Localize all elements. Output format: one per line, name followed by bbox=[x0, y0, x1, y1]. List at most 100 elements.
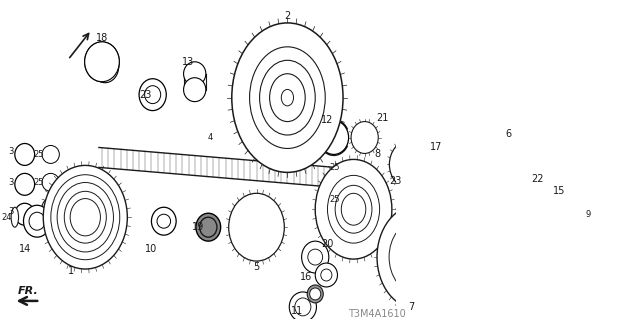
Ellipse shape bbox=[228, 193, 284, 261]
Ellipse shape bbox=[527, 207, 532, 213]
Text: 16: 16 bbox=[300, 272, 313, 282]
Ellipse shape bbox=[70, 199, 100, 236]
Ellipse shape bbox=[335, 192, 351, 210]
Text: 20: 20 bbox=[321, 239, 334, 249]
Ellipse shape bbox=[321, 269, 332, 281]
Ellipse shape bbox=[51, 175, 120, 260]
Ellipse shape bbox=[295, 298, 311, 316]
Ellipse shape bbox=[157, 214, 171, 228]
Ellipse shape bbox=[497, 189, 532, 229]
Ellipse shape bbox=[260, 60, 316, 135]
Ellipse shape bbox=[289, 292, 316, 320]
Text: 9: 9 bbox=[586, 210, 591, 219]
Ellipse shape bbox=[568, 218, 591, 244]
Ellipse shape bbox=[335, 185, 372, 233]
Ellipse shape bbox=[15, 173, 35, 195]
Ellipse shape bbox=[436, 150, 500, 233]
Ellipse shape bbox=[44, 165, 127, 269]
Ellipse shape bbox=[232, 23, 343, 172]
Ellipse shape bbox=[282, 89, 294, 106]
Text: 13: 13 bbox=[182, 57, 195, 67]
Ellipse shape bbox=[351, 122, 378, 154]
Ellipse shape bbox=[486, 173, 542, 245]
Text: 25: 25 bbox=[330, 163, 340, 172]
Text: FR.: FR. bbox=[17, 286, 38, 296]
Ellipse shape bbox=[534, 196, 540, 202]
Ellipse shape bbox=[406, 189, 419, 203]
Ellipse shape bbox=[328, 175, 380, 243]
Ellipse shape bbox=[319, 121, 349, 155]
Text: 15: 15 bbox=[553, 186, 566, 196]
Ellipse shape bbox=[29, 212, 45, 230]
Ellipse shape bbox=[460, 180, 477, 203]
Ellipse shape bbox=[389, 221, 445, 293]
Text: 10: 10 bbox=[145, 244, 157, 254]
Ellipse shape bbox=[559, 214, 565, 220]
Ellipse shape bbox=[184, 78, 206, 102]
Ellipse shape bbox=[139, 79, 166, 111]
Ellipse shape bbox=[424, 133, 513, 249]
Text: T3M4A1610: T3M4A1610 bbox=[348, 309, 406, 319]
Text: 3: 3 bbox=[8, 207, 14, 216]
Ellipse shape bbox=[522, 187, 568, 247]
Text: 14: 14 bbox=[19, 244, 31, 254]
Ellipse shape bbox=[358, 130, 371, 146]
Ellipse shape bbox=[452, 171, 484, 212]
Text: 21: 21 bbox=[376, 113, 388, 123]
Text: 12: 12 bbox=[321, 115, 334, 124]
Ellipse shape bbox=[527, 221, 532, 228]
Ellipse shape bbox=[196, 213, 221, 241]
Text: 3: 3 bbox=[8, 178, 14, 187]
Ellipse shape bbox=[301, 241, 329, 273]
Text: 7: 7 bbox=[408, 302, 414, 312]
Ellipse shape bbox=[310, 288, 321, 300]
Ellipse shape bbox=[42, 173, 60, 191]
Ellipse shape bbox=[330, 165, 346, 183]
Ellipse shape bbox=[445, 161, 492, 221]
Text: 3: 3 bbox=[8, 147, 14, 156]
Ellipse shape bbox=[397, 231, 437, 283]
Ellipse shape bbox=[42, 198, 60, 216]
Text: 17: 17 bbox=[429, 142, 442, 152]
Ellipse shape bbox=[11, 207, 19, 227]
Ellipse shape bbox=[534, 233, 540, 239]
Text: 8: 8 bbox=[374, 149, 380, 159]
Text: 25: 25 bbox=[33, 150, 44, 159]
Text: 11: 11 bbox=[291, 306, 303, 316]
Ellipse shape bbox=[184, 62, 206, 86]
Ellipse shape bbox=[250, 47, 325, 148]
Ellipse shape bbox=[308, 249, 323, 265]
Ellipse shape bbox=[24, 205, 51, 237]
Ellipse shape bbox=[269, 74, 305, 122]
Ellipse shape bbox=[64, 191, 106, 243]
Ellipse shape bbox=[341, 193, 366, 225]
Ellipse shape bbox=[243, 210, 271, 244]
Ellipse shape bbox=[400, 154, 418, 175]
Ellipse shape bbox=[57, 182, 113, 252]
Text: 23: 23 bbox=[389, 176, 402, 186]
Ellipse shape bbox=[152, 207, 176, 235]
Text: 4: 4 bbox=[207, 133, 212, 142]
Ellipse shape bbox=[399, 181, 426, 211]
Ellipse shape bbox=[556, 228, 561, 234]
Text: 1: 1 bbox=[68, 266, 74, 276]
Ellipse shape bbox=[389, 140, 429, 188]
Text: 23: 23 bbox=[139, 90, 152, 100]
Text: 25: 25 bbox=[330, 195, 340, 204]
Ellipse shape bbox=[42, 146, 60, 164]
Text: 6: 6 bbox=[505, 129, 511, 139]
Text: 22: 22 bbox=[531, 174, 544, 184]
Ellipse shape bbox=[377, 205, 458, 309]
Ellipse shape bbox=[15, 143, 35, 165]
Ellipse shape bbox=[545, 193, 551, 199]
Ellipse shape bbox=[145, 86, 161, 104]
Ellipse shape bbox=[92, 51, 118, 83]
Ellipse shape bbox=[84, 42, 119, 82]
Text: 24: 24 bbox=[1, 213, 12, 222]
Ellipse shape bbox=[307, 285, 323, 303]
Ellipse shape bbox=[535, 205, 555, 230]
Ellipse shape bbox=[316, 159, 392, 259]
Text: 25: 25 bbox=[33, 178, 44, 187]
Ellipse shape bbox=[556, 200, 561, 206]
Text: 18: 18 bbox=[96, 33, 108, 43]
